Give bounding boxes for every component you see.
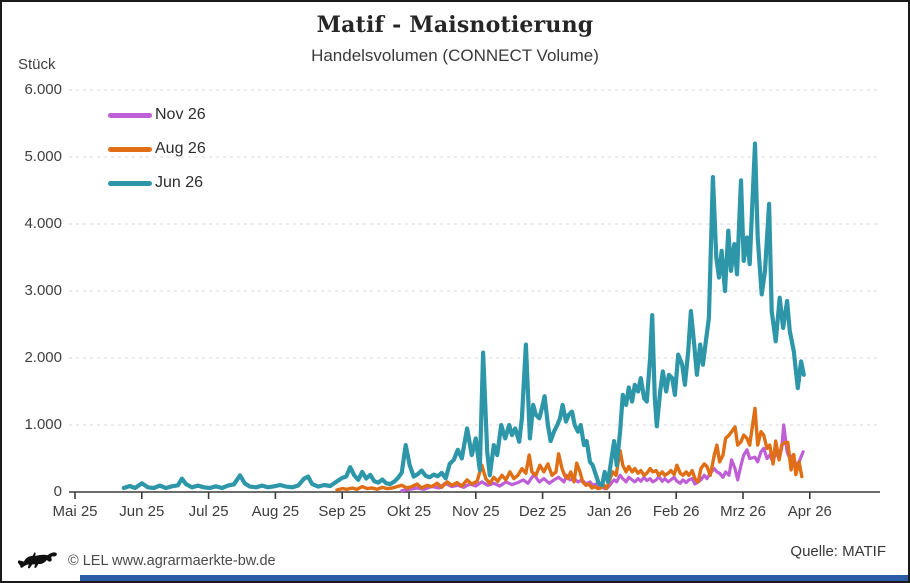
y-tick-label: 6.000	[24, 81, 62, 98]
x-tick-label: Sep 25	[318, 503, 366, 520]
x-tick-label: Nov 25	[452, 503, 500, 520]
x-tick-label: Apr 26	[787, 503, 832, 520]
source-text: Quelle: MATIF	[790, 543, 886, 560]
copyright-text: © LEL www.agrarmaerkte-bw.de	[68, 553, 276, 569]
legend-item-nov26: Nov 26	[108, 104, 206, 126]
bw-lion-logo-icon	[17, 552, 57, 569]
legend-swatch-aug26-icon	[108, 146, 152, 152]
legend: Nov 26 Aug 26 Jun 26	[108, 104, 206, 206]
legend-swatch-nov26-icon	[108, 112, 152, 118]
y-tick-label: 4.000	[24, 215, 62, 232]
series-line-aug26	[335, 406, 804, 492]
y-tick-label: 2.000	[24, 349, 62, 366]
y-tick-label: 0	[53, 483, 62, 500]
y-tick-label: 5.000	[24, 148, 62, 165]
series-line-nov26	[400, 423, 805, 493]
chart-title: Matif - Maisnotierung	[316, 12, 594, 38]
bottom-accent-bar	[80, 575, 908, 581]
legend-item-jun26: Jun 26	[108, 172, 206, 194]
y-tick-label: 1.000	[24, 416, 62, 433]
legend-label-jun26: Jun 26	[155, 174, 204, 191]
x-tick-label: Jan 26	[586, 503, 632, 520]
legend-label-aug26: Aug 26	[155, 140, 206, 157]
series-line-jun26	[121, 141, 806, 491]
legend-swatch-jun26-icon	[108, 180, 152, 186]
chart-subtitle: Handelsvolumen (CONNECT Volume)	[311, 46, 599, 65]
x-tick-label: Mrz 26	[720, 503, 766, 520]
y-tick-label: 3.000	[24, 282, 62, 299]
y-axis-unit-label: Stück	[18, 56, 56, 73]
x-tick-label: Aug 25	[251, 503, 300, 520]
legend-item-aug26: Aug 26	[108, 138, 206, 160]
x-tick-label: Dez 25	[518, 503, 567, 520]
x-tick-label: Mai 25	[52, 503, 98, 520]
footer: © LEL www.agrarmaerkte-bw.de	[16, 549, 276, 573]
x-tick-label: Jul 25	[188, 503, 229, 520]
x-tick-label: Feb 26	[652, 503, 700, 520]
x-tick-label: Jun 25	[119, 503, 165, 520]
x-tick-label: Okt 25	[386, 503, 432, 520]
legend-label-nov26: Nov 26	[155, 106, 206, 123]
